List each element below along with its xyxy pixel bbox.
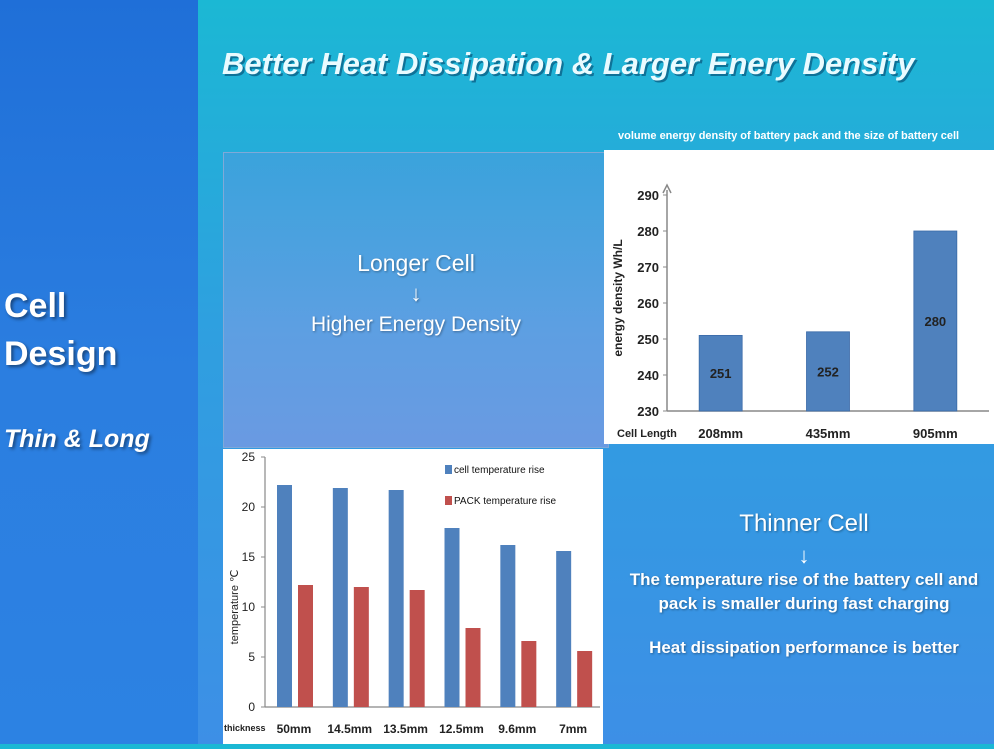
x-tick-label: 435mm [806, 426, 851, 441]
y-tick-label: 10 [242, 600, 256, 614]
y-tick-label: 250 [637, 332, 659, 347]
y-axis-label: temperature ℃ [229, 570, 241, 645]
sidebar-subtitle: Thin & Long [4, 425, 150, 453]
sidebar: Cell Design Thin & Long [0, 0, 198, 744]
y-tick-label: 290 [637, 188, 659, 203]
thinner-cell-description: The temperature rise of the battery cell… [629, 570, 979, 613]
x-tick-label: 905mm [913, 426, 958, 441]
pack-temp-bar [353, 587, 369, 707]
y-tick-label: 5 [248, 650, 255, 664]
cell-temp-bar [388, 490, 404, 707]
cell-temp-bar [444, 528, 460, 707]
sidebar-heading-line1: Cell [4, 287, 67, 325]
legend-swatch [445, 496, 452, 505]
temperature-rise-chart: 0 5 10 15 20 25 50mm 14.5mm 13.5mm 12.5mm 9.6mm 7mm… [223, 449, 603, 744]
legend-label: cell temperature rise [454, 465, 545, 476]
y-tick-label: 230 [637, 404, 659, 419]
x-tick-label: 7mm [559, 722, 587, 736]
cell-temp-bar [277, 485, 292, 707]
pack-temp-bar [521, 641, 537, 707]
x-axis-label: Cell Length [617, 428, 677, 440]
energy-density-chart: 230 240 250 260 270 280 290 251 208mm 252 435mm 280… [604, 150, 994, 444]
bar-value-label: 252 [817, 364, 839, 379]
bar-value-label: 280 [924, 314, 946, 329]
down-arrow-icon: ↓ [410, 281, 422, 306]
bar [913, 230, 958, 412]
heat-dissipation-note: Heat dissipation performance is better [649, 638, 959, 657]
longer-cell-label: Longer Cell [357, 250, 475, 276]
x-tick-label: 9.6mm [498, 722, 536, 736]
y-tick-label: 280 [637, 224, 659, 239]
y-axis-label: energy density Wh/L [611, 239, 625, 356]
legend-swatch [445, 465, 452, 474]
y-tick-label: 0 [248, 700, 255, 714]
pack-temp-bar [577, 651, 593, 707]
bar [698, 334, 743, 412]
pack-temp-bar [465, 628, 481, 707]
y-axis-arrow [662, 183, 672, 194]
y-tick-label: 25 [242, 450, 256, 464]
cell-temp-bar [332, 488, 348, 707]
y-tick-label: 15 [242, 550, 256, 564]
longer-cell-box: Longer Cell ↓ Higher Energy Density [223, 152, 609, 448]
down-arrow-icon: ↓ [798, 543, 810, 568]
y-tick-label: 240 [637, 368, 659, 383]
energy-density-chart-svg: 230 240 250 260 270 280 290 251 208mm 252 435mm 280… [611, 183, 989, 441]
x-tick-label: 14.5mm [327, 722, 372, 736]
x-axis-label: thickness [224, 723, 266, 733]
pack-temp-bar [298, 585, 313, 707]
thinner-cell-label: Thinner Cell [739, 510, 869, 537]
bar-value-label: 251 [710, 366, 732, 381]
slide-title: Better Heat Dissipation & Larger Enery D… [222, 46, 915, 81]
cell-temp-bar [556, 551, 572, 707]
x-tick-label: 208mm [698, 426, 743, 441]
chart1-title: volume energy density of battery pack an… [618, 130, 960, 142]
pack-temp-bar [409, 590, 425, 707]
y-tick-label: 260 [637, 296, 659, 311]
x-tick-label: 13.5mm [383, 722, 428, 736]
legend-label: PACK temperature rise [454, 496, 557, 507]
bar [806, 331, 850, 412]
y-tick-label: 20 [242, 500, 256, 514]
x-tick-label: 50mm [277, 722, 312, 736]
y-tick-label: 270 [637, 260, 659, 275]
cell-temp-bar [500, 545, 516, 707]
sidebar-heading-line2: Design [4, 335, 118, 373]
higher-energy-density-label: Higher Energy Density [310, 313, 522, 336]
x-tick-label: 12.5mm [439, 722, 484, 736]
temperature-rise-chart-svg: 0 5 10 15 20 25 50mm 14.5mm 13.5mm 12.5mm 9.6mm 7mm… [224, 450, 600, 736]
